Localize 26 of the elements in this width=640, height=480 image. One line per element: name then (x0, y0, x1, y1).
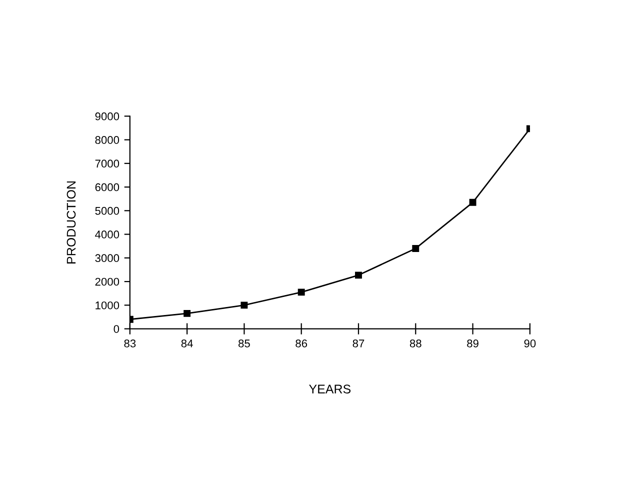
point (412, 244, 420, 252)
point (469, 198, 476, 206)
y-tick-label: 0 (114, 325, 120, 333)
point (184, 310, 191, 317)
y-tick-label: 8000 (95, 136, 120, 144)
point (240, 302, 248, 309)
x-tick-label: 84 (181, 340, 193, 348)
y-tick-label: 6000 (95, 183, 120, 192)
y-tick-label: 4000 (95, 230, 120, 238)
point (298, 288, 305, 296)
y-tick-label: 5000 (95, 206, 120, 215)
x-axis-title: YEARS (309, 384, 351, 394)
y-axis-title: PRODUCTION (66, 181, 76, 264)
y-tick-label: 1000 (96, 301, 120, 310)
x-tick-label: 89 (467, 340, 478, 348)
x-tick-label: 87 (352, 340, 364, 348)
y-tick-label: 2000 (95, 278, 120, 286)
x-tick-label: 86 (296, 340, 308, 348)
y-tick-label: 9000 (95, 112, 120, 120)
x-tick-label: 85 (238, 340, 250, 348)
y-tick-label: 3000 (95, 254, 120, 262)
y-tick-label: 7000 (95, 160, 120, 168)
point (355, 272, 362, 279)
x-tick-label: 88 (410, 340, 422, 348)
x-tick-label: 83 (124, 340, 136, 348)
x-tick-label: 90 (524, 340, 536, 348)
